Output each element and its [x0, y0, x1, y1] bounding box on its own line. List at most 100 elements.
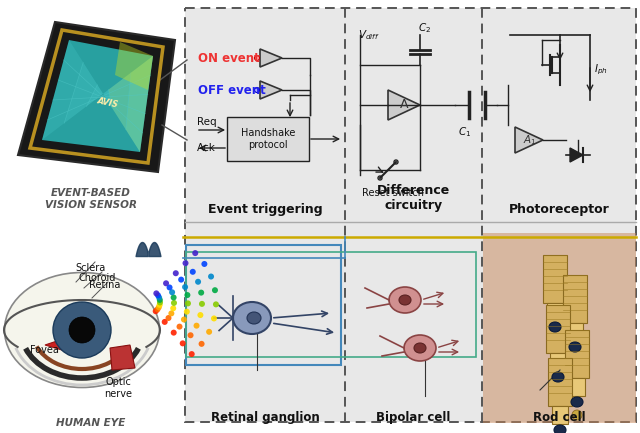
Text: AVIS: AVIS — [97, 97, 120, 110]
Circle shape — [154, 291, 159, 296]
Circle shape — [177, 323, 182, 330]
Text: $C_2$: $C_2$ — [418, 21, 431, 35]
Bar — [552, 406, 568, 424]
Text: $V_{diff}$: $V_{diff}$ — [358, 28, 380, 42]
Ellipse shape — [53, 302, 111, 358]
Text: Event triggering: Event triggering — [208, 203, 323, 216]
Polygon shape — [515, 127, 543, 153]
Text: Sclera: Sclera — [75, 263, 105, 273]
Circle shape — [185, 301, 191, 307]
Circle shape — [166, 284, 173, 291]
Text: Req: Req — [197, 117, 216, 127]
Polygon shape — [570, 148, 583, 162]
Circle shape — [163, 280, 169, 286]
Polygon shape — [109, 73, 131, 129]
Ellipse shape — [549, 322, 561, 332]
Circle shape — [570, 355, 580, 365]
Text: A: A — [400, 98, 408, 112]
Text: $I_{ph}$: $I_{ph}$ — [594, 63, 608, 77]
Ellipse shape — [69, 317, 95, 343]
Ellipse shape — [233, 302, 271, 334]
Polygon shape — [115, 42, 153, 90]
Circle shape — [157, 302, 163, 308]
Ellipse shape — [571, 397, 583, 407]
Circle shape — [170, 305, 176, 311]
Polygon shape — [260, 81, 282, 99]
Bar — [567, 323, 583, 341]
Ellipse shape — [554, 425, 566, 433]
Circle shape — [197, 312, 204, 318]
Circle shape — [192, 250, 198, 256]
Circle shape — [189, 351, 195, 357]
Circle shape — [188, 332, 193, 338]
Ellipse shape — [399, 295, 411, 305]
Text: Bipolar cell: Bipolar cell — [376, 411, 451, 424]
Text: $C_1$: $C_1$ — [458, 125, 472, 139]
Circle shape — [213, 301, 219, 307]
Text: Rod cell: Rod cell — [532, 411, 586, 424]
Text: Choroid: Choroid — [78, 273, 116, 283]
Text: Reset switch: Reset switch — [362, 188, 424, 198]
Circle shape — [154, 307, 161, 312]
Circle shape — [182, 260, 189, 266]
Polygon shape — [64, 62, 97, 123]
Polygon shape — [388, 90, 420, 120]
Polygon shape — [42, 40, 83, 140]
Circle shape — [255, 87, 259, 93]
Circle shape — [198, 290, 204, 296]
Text: Handshake
protocol: Handshake protocol — [241, 128, 295, 150]
FancyBboxPatch shape — [227, 117, 309, 161]
Text: Retinal ganglion: Retinal ganglion — [211, 411, 319, 424]
Text: Fovea: Fovea — [29, 345, 58, 355]
Circle shape — [171, 330, 177, 336]
Polygon shape — [110, 345, 135, 370]
Circle shape — [202, 261, 207, 267]
Circle shape — [184, 292, 190, 298]
Circle shape — [198, 341, 205, 347]
Polygon shape — [18, 22, 175, 172]
Circle shape — [155, 292, 161, 298]
Bar — [543, 255, 567, 303]
Circle shape — [178, 277, 184, 283]
Ellipse shape — [552, 372, 564, 382]
Circle shape — [169, 289, 175, 295]
Circle shape — [156, 304, 162, 310]
Circle shape — [168, 310, 174, 317]
Circle shape — [212, 287, 218, 293]
Ellipse shape — [4, 272, 159, 388]
Polygon shape — [260, 49, 282, 67]
Circle shape — [181, 317, 187, 323]
Bar — [186, 252, 476, 357]
Bar — [546, 305, 570, 353]
Text: EVENT-BASED
VISION SENSOR: EVENT-BASED VISION SENSOR — [45, 188, 137, 210]
Circle shape — [255, 55, 259, 61]
Circle shape — [173, 270, 179, 276]
Text: OFF event: OFF event — [198, 84, 266, 97]
Circle shape — [206, 329, 212, 335]
Text: HUMAN EYE: HUMAN EYE — [56, 418, 125, 428]
Circle shape — [184, 309, 190, 315]
Bar — [565, 330, 589, 378]
Bar — [483, 233, 636, 423]
Polygon shape — [126, 56, 153, 152]
Circle shape — [199, 301, 205, 307]
Bar — [186, 245, 341, 365]
Text: Ack: Ack — [197, 143, 216, 153]
Bar — [185, 8, 636, 422]
Ellipse shape — [414, 343, 426, 353]
Circle shape — [162, 319, 168, 325]
Circle shape — [153, 308, 159, 314]
Circle shape — [550, 335, 560, 345]
Ellipse shape — [404, 335, 436, 361]
Circle shape — [157, 299, 163, 305]
Circle shape — [208, 274, 214, 280]
Bar — [563, 275, 587, 323]
Bar — [569, 378, 585, 396]
Polygon shape — [42, 40, 153, 152]
Text: Difference
circuitry: Difference circuitry — [377, 184, 450, 212]
Circle shape — [182, 284, 188, 290]
Bar — [185, 8, 636, 422]
Circle shape — [166, 315, 172, 321]
Text: Retina: Retina — [90, 280, 121, 290]
Circle shape — [180, 340, 186, 346]
